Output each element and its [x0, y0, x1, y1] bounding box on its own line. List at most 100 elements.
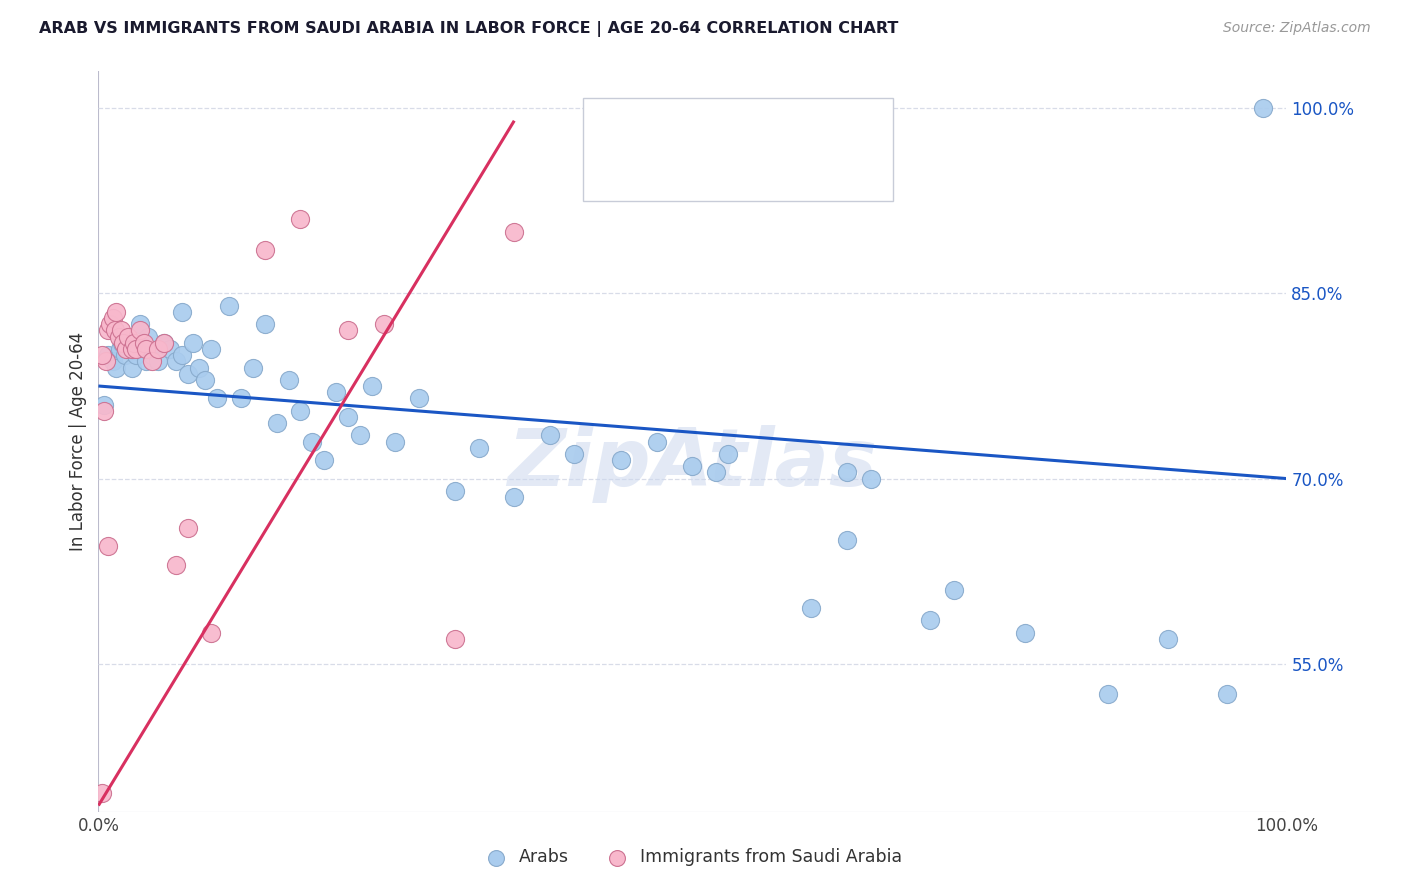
Point — [1097, 688, 1119, 702]
Point — [101, 311, 124, 326]
Point — [135, 342, 157, 356]
Point — [610, 453, 633, 467]
Point — [188, 360, 211, 375]
Point — [920, 614, 942, 628]
Point — [467, 441, 489, 455]
Point — [859, 471, 882, 485]
Point — [121, 342, 143, 356]
Point — [117, 329, 139, 343]
Point — [170, 305, 193, 319]
Text: Source: ZipAtlas.com: Source: ZipAtlas.com — [1223, 21, 1371, 36]
Point — [200, 342, 222, 356]
Point — [314, 453, 336, 467]
Point — [349, 428, 371, 442]
Text: ZipAtlas: ZipAtlas — [508, 425, 877, 503]
Point — [704, 466, 727, 480]
Point — [290, 212, 312, 227]
Point — [121, 360, 143, 375]
Point — [101, 354, 124, 368]
Point — [301, 434, 323, 449]
Point — [373, 318, 395, 332]
Point — [94, 354, 117, 368]
Point — [360, 379, 382, 393]
Point — [132, 335, 155, 350]
Point — [835, 533, 858, 548]
Point — [384, 434, 406, 449]
Point — [111, 335, 134, 350]
Point — [645, 434, 668, 449]
Point — [146, 342, 169, 356]
Point — [125, 342, 148, 356]
Point — [114, 348, 136, 362]
Point — [165, 354, 187, 368]
Point — [129, 318, 152, 332]
Point — [1216, 688, 1239, 702]
Point — [253, 244, 276, 258]
Point — [253, 318, 276, 332]
Point — [681, 459, 703, 474]
Point — [91, 786, 114, 800]
Point — [200, 625, 222, 640]
Point — [97, 348, 120, 362]
Point — [835, 466, 858, 480]
Point — [125, 348, 148, 362]
Point — [105, 305, 128, 319]
Point — [538, 428, 561, 442]
Point — [152, 335, 174, 350]
Point — [562, 447, 585, 461]
Point — [91, 348, 114, 362]
Point — [165, 558, 187, 572]
Point — [1251, 101, 1274, 115]
Point — [242, 360, 264, 375]
Point — [290, 403, 312, 417]
Point — [336, 409, 359, 424]
Point — [503, 490, 526, 504]
Point — [266, 416, 288, 430]
Point — [152, 335, 174, 350]
Point — [325, 385, 347, 400]
Point — [141, 348, 163, 362]
Point — [1014, 625, 1036, 640]
Point — [107, 329, 129, 343]
Point — [1156, 632, 1178, 646]
Point — [112, 335, 135, 350]
Point — [97, 540, 120, 554]
Point — [717, 447, 740, 461]
Point — [129, 323, 152, 337]
Point — [503, 225, 526, 239]
Point — [444, 483, 467, 498]
Point — [229, 392, 252, 406]
Point — [800, 601, 823, 615]
Point — [205, 392, 228, 406]
Point — [132, 342, 155, 356]
Point — [146, 354, 169, 368]
Point — [218, 299, 240, 313]
Point — [97, 323, 120, 337]
Point — [93, 397, 115, 411]
Point — [122, 335, 145, 350]
Point — [277, 373, 299, 387]
Point — [114, 342, 136, 356]
Point — [942, 582, 965, 597]
Point — [135, 354, 157, 368]
Point — [159, 342, 181, 356]
Point — [444, 632, 467, 646]
Point — [105, 360, 128, 375]
Point — [408, 392, 430, 406]
Point — [176, 367, 198, 381]
Point — [117, 342, 139, 356]
Text: R =  0.270   N = 33: R = 0.270 N = 33 — [634, 160, 810, 178]
Text: ARAB VS IMMIGRANTS FROM SAUDI ARABIA IN LABOR FORCE | AGE 20-64 CORRELATION CHAR: ARAB VS IMMIGRANTS FROM SAUDI ARABIA IN … — [39, 21, 898, 37]
Point — [194, 373, 217, 387]
Point — [104, 323, 127, 337]
Point — [176, 521, 198, 535]
Point — [141, 354, 163, 368]
Point — [170, 348, 193, 362]
Point — [336, 323, 359, 337]
Point — [110, 323, 132, 337]
Point — [108, 342, 131, 356]
Point — [93, 403, 115, 417]
Point — [122, 335, 145, 350]
Point — [136, 329, 159, 343]
Text: R = -0.136   N = 65: R = -0.136 N = 65 — [634, 121, 811, 139]
